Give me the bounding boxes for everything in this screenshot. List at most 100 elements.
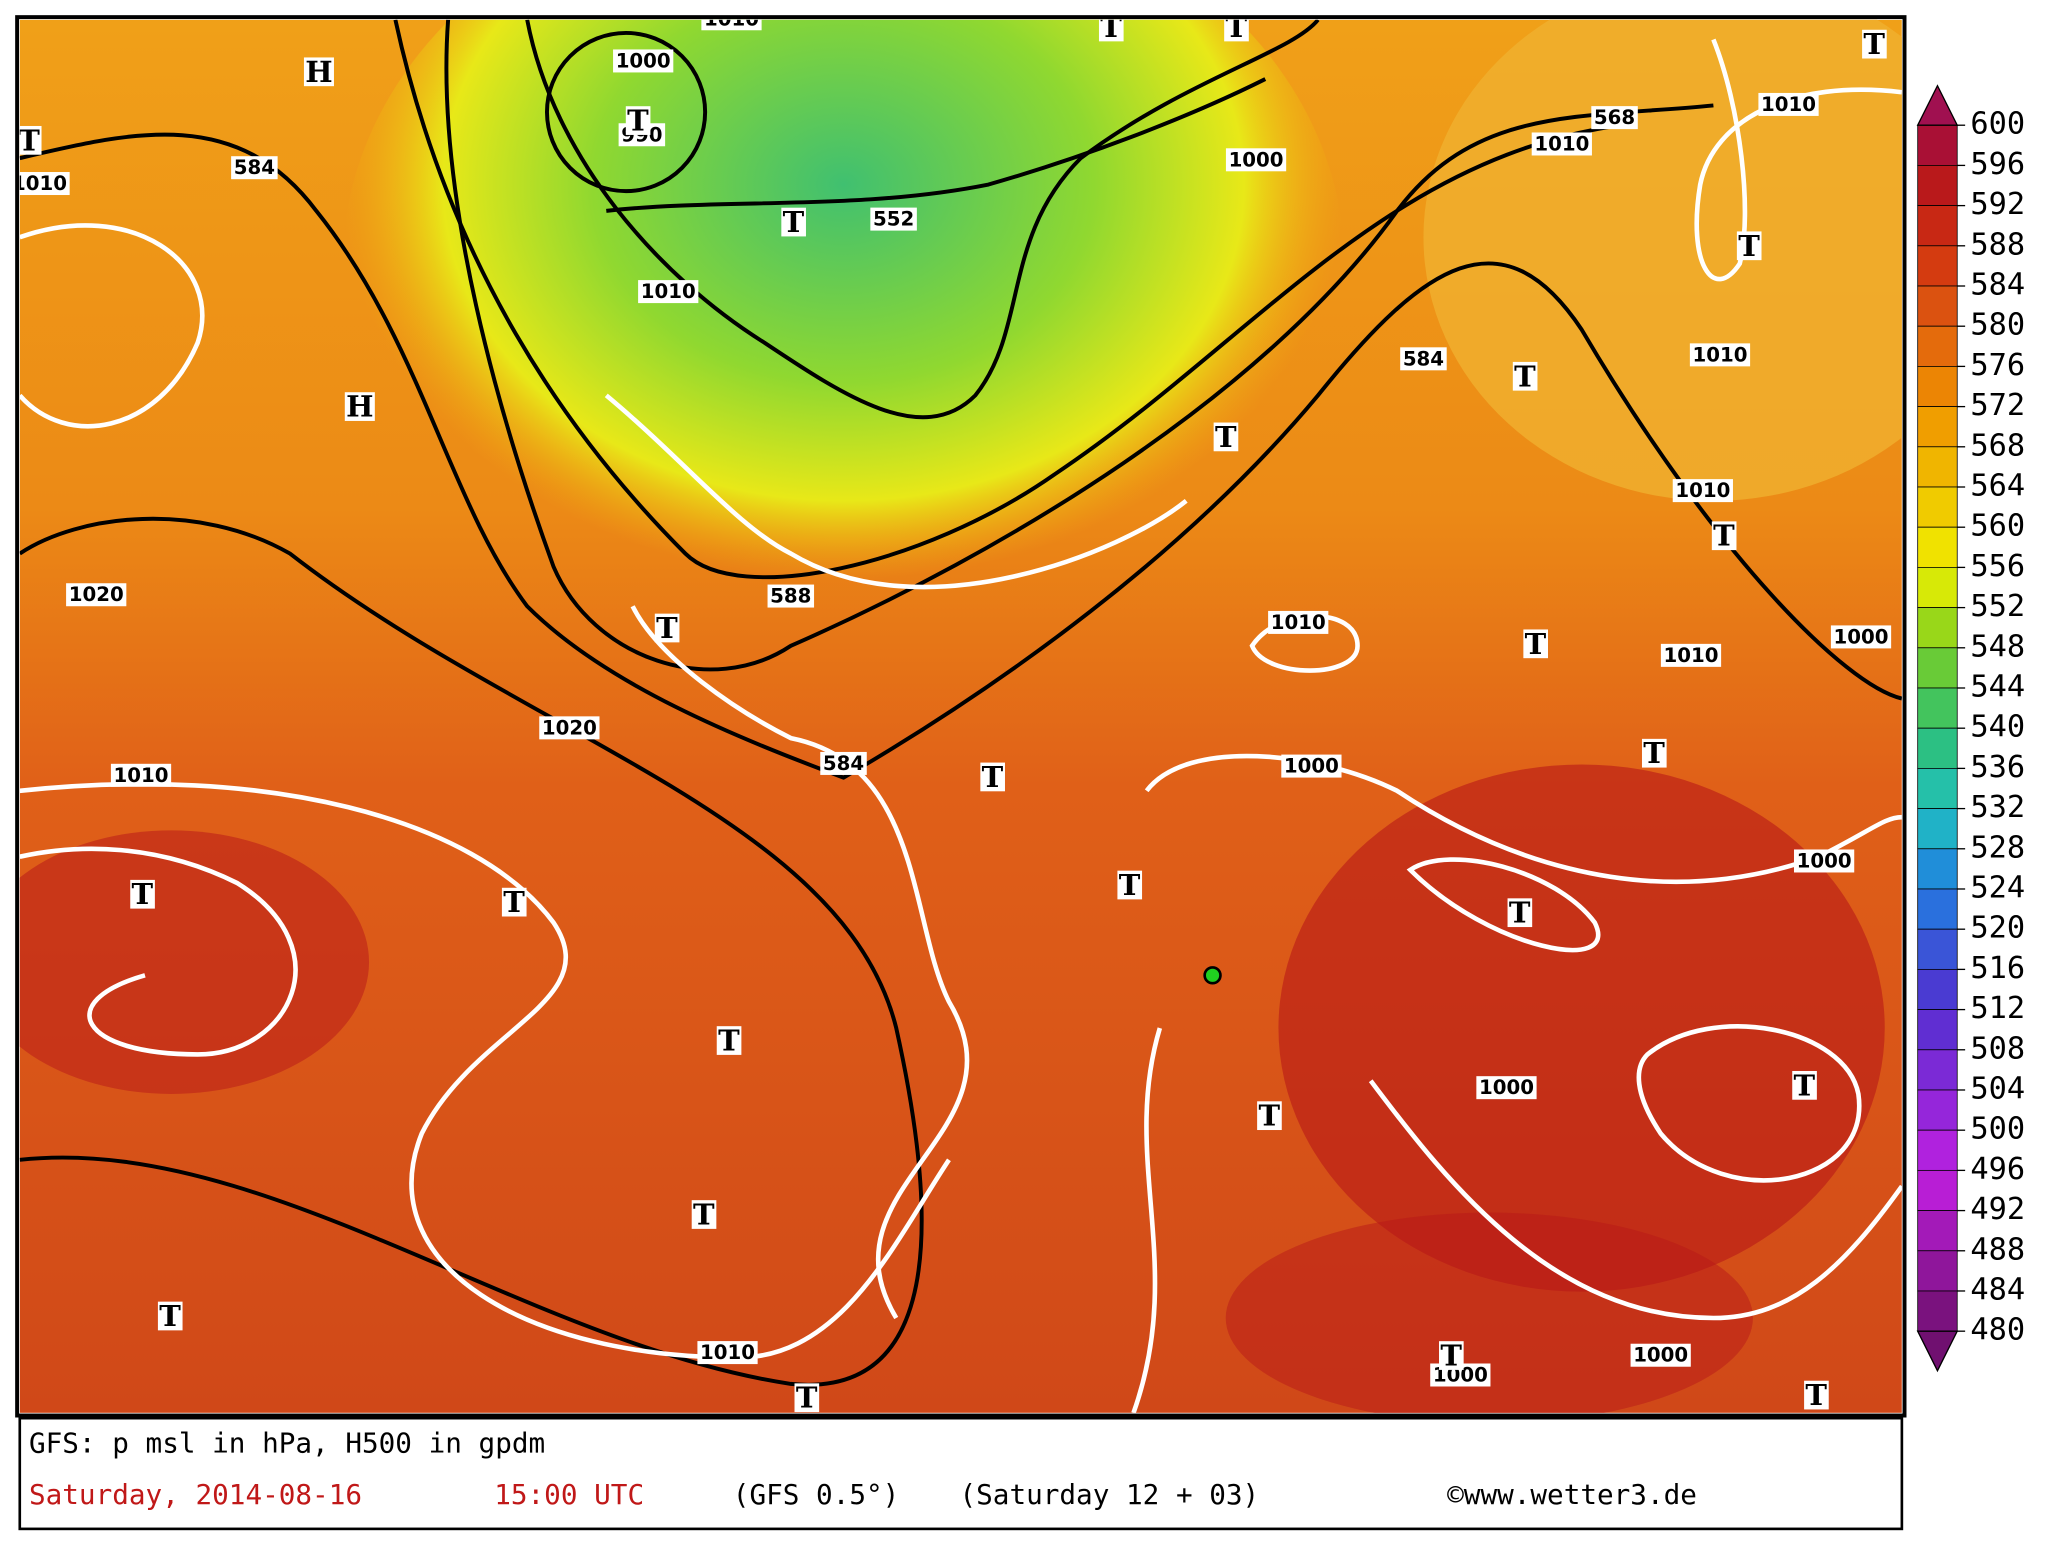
pressure-marker: T bbox=[1514, 359, 1536, 393]
colorbar-bottom-arrow bbox=[1916, 1330, 1959, 1373]
pressure-marker: T bbox=[503, 885, 525, 919]
footer-date: Saturday, 2014-08-16 bbox=[29, 1478, 362, 1511]
contour-label: 1010 bbox=[1675, 479, 1730, 502]
colorbar-label: 536 bbox=[1970, 750, 2025, 785]
contour-label: 1010 bbox=[1664, 644, 1719, 667]
contour-label: 1010 bbox=[641, 280, 696, 303]
contour-label-bg bbox=[539, 716, 600, 740]
contour-label: 568 bbox=[1594, 106, 1635, 129]
colorbar-label: 540 bbox=[1970, 710, 2025, 745]
contour-label: 1020 bbox=[542, 716, 597, 739]
contour-label: 1010 bbox=[1761, 93, 1816, 116]
pressure-marker: T bbox=[1215, 420, 1237, 454]
marker-bg bbox=[625, 106, 651, 135]
marker-bg bbox=[344, 392, 375, 421]
contour-label-bg bbox=[1830, 625, 1892, 649]
contour-label: 1010 bbox=[1271, 611, 1326, 634]
colorbar-segment bbox=[1917, 968, 1958, 1010]
marker-bg bbox=[1098, 19, 1124, 42]
marker-bg bbox=[1523, 629, 1548, 659]
colorbar-segment bbox=[1917, 245, 1958, 287]
marker-bg bbox=[130, 879, 155, 909]
colorbar-label: 484 bbox=[1970, 1272, 2025, 1307]
colorbar-label: 584 bbox=[1970, 268, 2025, 303]
colorbar-segment bbox=[1917, 1250, 1958, 1292]
contour-label: 1010 bbox=[114, 764, 169, 787]
colorbar-segment bbox=[1917, 1290, 1958, 1332]
colorbar-segment bbox=[1917, 567, 1958, 608]
colorbar-label: 496 bbox=[1970, 1152, 2025, 1187]
map: 1010100099058410105521000568101010101010… bbox=[12, 19, 1902, 1415]
marker-bg bbox=[1804, 1380, 1829, 1410]
marker-bg bbox=[1507, 898, 1533, 928]
colorbar-segment bbox=[1917, 325, 1958, 367]
marker-bg bbox=[157, 1301, 183, 1331]
pressure-marker: T bbox=[132, 877, 154, 911]
marker-bg bbox=[1224, 19, 1249, 42]
contour-label-bg bbox=[1660, 643, 1722, 667]
colorbar-segment bbox=[1917, 124, 1958, 166]
colorbar-segment bbox=[1917, 1009, 1958, 1051]
location-dot bbox=[1203, 966, 1222, 985]
colorbar-segment bbox=[1917, 647, 1958, 689]
contour-label: 1010 bbox=[1534, 132, 1589, 155]
colorbar: 600 596 592 588 584 580 576 572 568 564 560 556 552 5… bbox=[1916, 84, 2025, 1373]
footer-time: 15:00 UTC bbox=[494, 1478, 644, 1511]
isobars bbox=[19, 38, 1902, 1413]
contour-label-bg bbox=[1630, 1343, 1691, 1367]
shading bbox=[19, 830, 369, 1094]
colorbar-segment bbox=[1917, 1089, 1958, 1131]
colorbar-label: 568 bbox=[1970, 428, 2025, 463]
colorbar-label: 516 bbox=[1970, 951, 2025, 986]
marker-bg bbox=[1213, 422, 1239, 452]
map-labels: 1010100099058410105521000568101010101010… bbox=[12, 19, 1892, 1415]
colorbar-segment bbox=[1917, 486, 1958, 528]
pressure-marker: T bbox=[796, 1381, 818, 1415]
marker-bg bbox=[716, 1026, 742, 1055]
colorbar-segment bbox=[1917, 406, 1958, 448]
contour-label-bg bbox=[1476, 1076, 1537, 1100]
colorbar-segment bbox=[1917, 165, 1958, 207]
colorbar-segment bbox=[1917, 285, 1958, 327]
contour-label: 1010 bbox=[12, 172, 67, 195]
colorbar-segment bbox=[1917, 888, 1958, 930]
colorbar-label: 544 bbox=[1970, 669, 2025, 704]
contour-label-bg bbox=[1591, 106, 1638, 130]
contour-label-bg bbox=[701, 19, 762, 31]
contour-label-bg bbox=[767, 584, 815, 608]
contour-label: 584 bbox=[1403, 347, 1444, 370]
colorbar-segment bbox=[1917, 848, 1958, 890]
colorbar-label: 552 bbox=[1970, 589, 2025, 624]
colorbar-label: 532 bbox=[1970, 790, 2025, 825]
pressure-marker: T bbox=[1509, 896, 1531, 930]
colorbar-label: 528 bbox=[1970, 830, 2025, 865]
pressure-marker: T bbox=[1440, 1339, 1462, 1373]
footer-credit: ©www.wetter3.de bbox=[1447, 1478, 1697, 1511]
colorbar-segment bbox=[1917, 607, 1958, 649]
colorbar-label: 548 bbox=[1970, 629, 2025, 664]
contour-label-bg bbox=[1225, 148, 1287, 172]
colorbar-segment bbox=[1917, 446, 1958, 488]
map-frame bbox=[15, 15, 1907, 1418]
colorbar-segment bbox=[1917, 1210, 1958, 1252]
colorbar-segment bbox=[1917, 205, 1958, 247]
colorbar-segment bbox=[1917, 767, 1958, 809]
footer-description: GFS: p msl in hPa, H500 in gpdm bbox=[29, 1427, 545, 1460]
pressure-marker: T bbox=[1713, 519, 1735, 553]
pressure-marker: T bbox=[1863, 27, 1885, 61]
colorbar-label: 512 bbox=[1970, 991, 2025, 1026]
contour-label-bg bbox=[110, 763, 172, 787]
contour-label-bg bbox=[820, 751, 867, 775]
marker-bg bbox=[691, 1200, 717, 1229]
marker-bg bbox=[654, 613, 680, 643]
pressure-marker: T bbox=[656, 611, 678, 645]
pressure-marker: T bbox=[1643, 736, 1665, 770]
pressure-marker: T bbox=[783, 205, 805, 239]
colorbar-segment bbox=[1917, 366, 1958, 407]
colorbar-top-arrow bbox=[1916, 84, 1959, 126]
contour-label-bg bbox=[1793, 849, 1855, 873]
contour-label-bg bbox=[638, 280, 699, 304]
marker-bg bbox=[781, 207, 806, 237]
